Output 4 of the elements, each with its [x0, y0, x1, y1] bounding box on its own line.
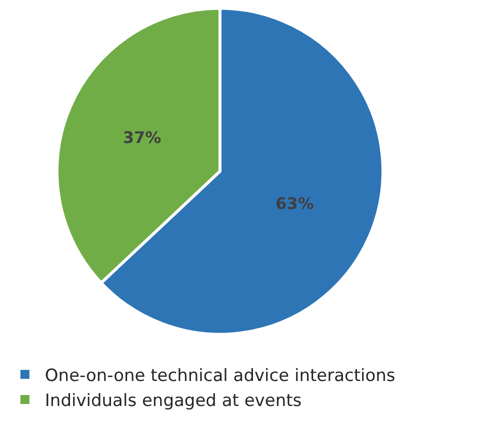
data-label: 37%	[122, 128, 162, 148]
legend-label: One-on-one technical advice interactions	[44, 366, 396, 386]
data-label: 63%	[276, 194, 314, 214]
legend-label: Individuals engaged at events	[44, 391, 302, 412]
